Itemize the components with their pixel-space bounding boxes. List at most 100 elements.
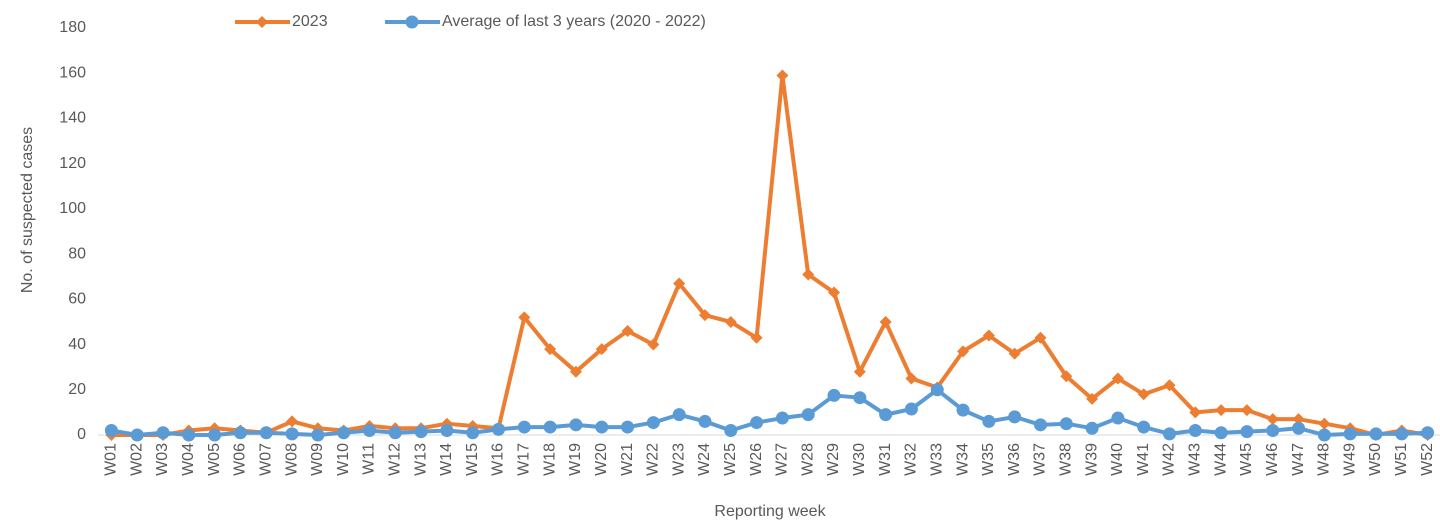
data-point	[1137, 420, 1151, 434]
data-point	[1111, 372, 1124, 385]
data-point	[879, 408, 893, 422]
data-point	[672, 408, 686, 422]
data-point	[956, 403, 970, 417]
x-tick-label: W46	[1264, 443, 1281, 476]
data-point	[776, 69, 789, 82]
x-tick-label: W22	[645, 443, 662, 476]
x-tick-label: W52	[1419, 443, 1436, 476]
x-tick-label: W25	[722, 443, 739, 476]
x-tick-label: W28	[799, 443, 816, 476]
data-point	[518, 311, 531, 324]
data-point	[750, 416, 764, 430]
x-tick-label: W39	[1083, 443, 1100, 476]
series-line	[111, 387, 1428, 437]
data-point	[982, 414, 996, 428]
data-point	[1033, 418, 1047, 432]
x-tick-label: W08	[283, 443, 300, 476]
x-tick-label: W04	[180, 443, 197, 476]
x-tick-label: W36	[1006, 443, 1023, 476]
y-tick-label: 60	[68, 291, 86, 308]
data-point	[543, 420, 557, 434]
data-point	[1266, 423, 1280, 437]
data-point	[595, 420, 609, 434]
x-tick-label: W23	[670, 443, 687, 476]
x-tick-label: W07	[257, 443, 274, 476]
data-point	[853, 365, 866, 378]
x-tick-label: W29	[825, 443, 842, 476]
legend-label: Average of last 3 years (2020 - 2022)	[442, 13, 706, 30]
x-tick-label: W03	[154, 443, 171, 476]
data-point	[802, 268, 815, 281]
x-tick-label: W27	[774, 443, 791, 476]
data-point	[904, 402, 918, 416]
legend-marker	[405, 15, 419, 29]
data-point	[1240, 404, 1253, 417]
data-point	[1266, 413, 1279, 426]
x-tick-label: W17	[516, 443, 533, 476]
data-point	[673, 277, 686, 290]
x-tick-label: W40	[1109, 443, 1126, 476]
data-point	[775, 411, 789, 425]
x-tick-label: W34	[954, 443, 971, 476]
data-point	[1369, 427, 1383, 441]
y-tick-label: 160	[59, 64, 86, 81]
x-tick-label: W12	[387, 443, 404, 476]
data-point	[1188, 423, 1202, 437]
data-point	[646, 416, 660, 430]
data-point	[853, 391, 867, 405]
data-point	[311, 428, 325, 442]
data-point	[182, 428, 196, 442]
data-point	[388, 426, 402, 440]
data-point	[1008, 410, 1022, 424]
data-point	[1318, 417, 1331, 430]
x-tick-label: W15	[464, 443, 481, 476]
x-axis-title: Reporting week	[714, 503, 826, 520]
data-point	[337, 426, 351, 440]
y-tick-label: 0	[77, 426, 86, 443]
data-point	[1111, 411, 1125, 425]
x-tick-label: W49	[1341, 443, 1358, 476]
data-point	[930, 383, 944, 397]
data-point	[957, 345, 970, 358]
data-point	[259, 426, 273, 440]
data-point	[1343, 427, 1357, 441]
data-point	[233, 426, 247, 440]
data-point	[414, 425, 428, 439]
data-point	[621, 420, 635, 434]
x-tick-label: W11	[361, 443, 378, 475]
x-tick-label: W43	[1187, 443, 1204, 476]
y-tick-label: 140	[59, 110, 86, 127]
data-point	[569, 418, 583, 432]
x-tick-label: W30	[851, 443, 868, 476]
data-point	[1034, 331, 1047, 344]
data-point	[1189, 406, 1202, 419]
data-point	[1163, 427, 1177, 441]
data-point	[698, 414, 712, 428]
data-point	[1421, 426, 1435, 440]
x-tick-label: W19	[567, 443, 584, 476]
x-tick-label: W13	[412, 443, 429, 476]
data-point	[569, 365, 582, 378]
x-tick-label: W45	[1238, 443, 1255, 476]
data-point	[1086, 392, 1099, 405]
data-point	[466, 426, 480, 440]
x-tick-label: W33	[928, 443, 945, 476]
legend-label: 2023	[292, 13, 328, 30]
data-point	[1060, 370, 1073, 383]
data-point	[1059, 417, 1073, 431]
data-point	[1137, 388, 1150, 401]
x-tick-label: W02	[128, 443, 145, 476]
x-tick-label: W48	[1316, 443, 1333, 476]
data-point	[440, 423, 454, 437]
data-point	[724, 315, 737, 328]
data-point	[621, 324, 634, 337]
data-point	[724, 423, 738, 437]
data-point	[801, 408, 815, 422]
x-tick-label: W37	[1032, 443, 1049, 476]
data-point	[285, 427, 299, 441]
y-axis-title: No. of suspected cases	[19, 127, 36, 293]
data-point	[362, 423, 376, 437]
data-point	[130, 428, 144, 442]
y-tick-label: 20	[68, 381, 86, 398]
x-tick-label: W21	[619, 443, 636, 476]
